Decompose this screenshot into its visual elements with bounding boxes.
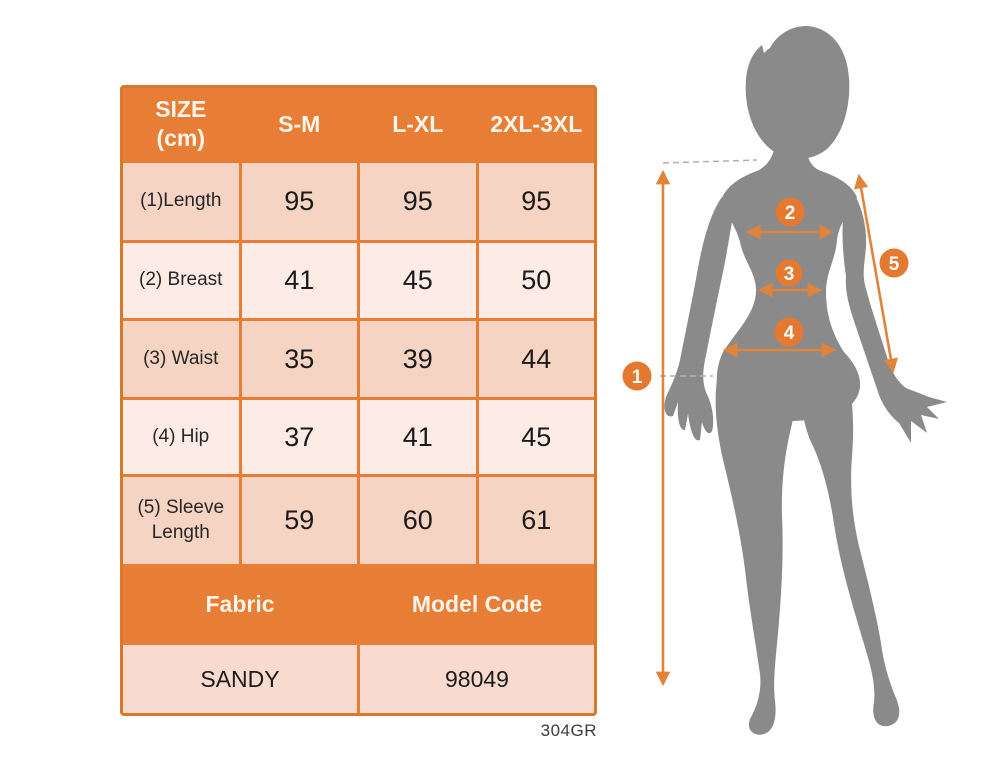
product-code-footnote: 304GR	[540, 721, 597, 740]
size-chart-table: SIZE (cm) S-M L-XL 2XL-3XL (1)Length 95 …	[120, 85, 597, 716]
fabric-value: SANDY	[123, 645, 357, 713]
size-header-line1: SIZE	[155, 96, 207, 123]
breast-s-m-value: 41	[241, 243, 357, 318]
hip-l-xl-value: 41	[360, 400, 476, 474]
row-label-length: (1)Length	[123, 163, 239, 240]
figure-marker-5-number: 5	[889, 254, 900, 275]
shoulder-guide-line	[662, 159, 758, 164]
sleeve-2xl-3xl-value: 61	[478, 477, 594, 564]
silhouette-right-arm	[842, 197, 947, 443]
row-label-breast: (2) Breast	[123, 243, 239, 318]
column-header-l-xl: L-XL	[360, 88, 476, 160]
figure-marker-5: 5	[879, 248, 909, 278]
dashed-guide-lines	[660, 159, 758, 377]
model-code-value: 98049	[360, 645, 594, 713]
figure-marker-4-number: 4	[784, 323, 795, 344]
figure-marker-1: 1	[622, 361, 652, 391]
figure-marker-3: 3	[775, 259, 803, 287]
size-cm-header-cell: SIZE (cm)	[123, 88, 239, 160]
figure-marker-1-number: 1	[632, 367, 643, 388]
column-header-2xl-3xl: 2XL-3XL	[478, 88, 594, 160]
length-2xl-3xl-value: 95	[478, 163, 594, 240]
figure-marker-3-number: 3	[784, 264, 795, 285]
figure-marker-2-number: 2	[785, 203, 796, 224]
row-label-waist: (3) Waist	[123, 321, 239, 397]
arrow-5-sleeve	[853, 173, 899, 374]
silhouette-head	[745, 26, 850, 159]
silhouette-left-arm	[664, 197, 735, 441]
model-code-header: Model Code	[360, 567, 594, 642]
waist-s-m-value: 35	[241, 321, 357, 397]
hip-s-m-value: 37	[241, 400, 357, 474]
silhouette-right-leg	[801, 358, 900, 727]
size-header-line2: (cm)	[156, 125, 206, 151]
length-s-m-value: 95	[241, 163, 357, 240]
figure-marker-2: 2	[775, 197, 805, 227]
silhouette-left-leg	[715, 358, 796, 735]
length-l-xl-value: 95	[360, 163, 476, 240]
waist-2xl-3xl-value: 44	[478, 321, 594, 397]
woman-silhouette-illustration	[664, 26, 947, 735]
sleeve-l-xl-value: 60	[360, 477, 476, 564]
measurement-arrows	[655, 169, 899, 687]
figure-marker-4: 4	[774, 317, 804, 347]
waist-l-xl-value: 39	[360, 321, 476, 397]
column-header-s-m: S-M	[241, 88, 357, 160]
fabric-header: Fabric	[123, 567, 357, 642]
sleeve-s-m-value: 59	[241, 477, 357, 564]
row-label-sleeve-length: (5) Sleeve Length	[123, 477, 239, 564]
breast-2xl-3xl-value: 50	[478, 243, 594, 318]
hip-2xl-3xl-value: 45	[478, 400, 594, 474]
breast-l-xl-value: 45	[360, 243, 476, 318]
row-label-hip: (4) Hip	[123, 400, 239, 474]
